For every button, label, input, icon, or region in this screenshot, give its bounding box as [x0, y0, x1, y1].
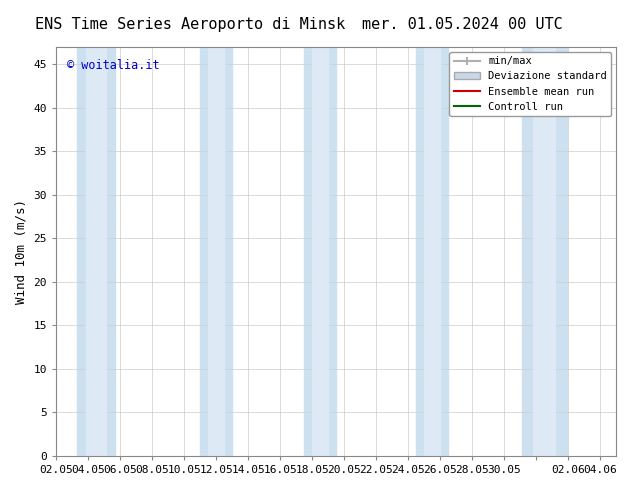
Bar	[86, 47, 106, 456]
Y-axis label: Wind 10m (m/s): Wind 10m (m/s)	[15, 199, 28, 304]
Bar	[312, 47, 328, 456]
Bar	[208, 47, 224, 456]
Bar	[200, 47, 232, 456]
Text: mer. 01.05.2024 00 UTC: mer. 01.05.2024 00 UTC	[363, 17, 563, 32]
Bar	[304, 47, 336, 456]
Bar	[522, 47, 567, 456]
Bar	[77, 47, 115, 456]
Text: © woitalia.it: © woitalia.it	[67, 59, 160, 72]
Text: ENS Time Series Aeroporto di Minsk: ENS Time Series Aeroporto di Minsk	[35, 17, 346, 32]
Legend: min/max, Deviazione standard, Ensemble mean run, Controll run: min/max, Deviazione standard, Ensemble m…	[450, 52, 611, 116]
Bar	[424, 47, 440, 456]
Bar	[533, 47, 555, 456]
Bar	[416, 47, 448, 456]
